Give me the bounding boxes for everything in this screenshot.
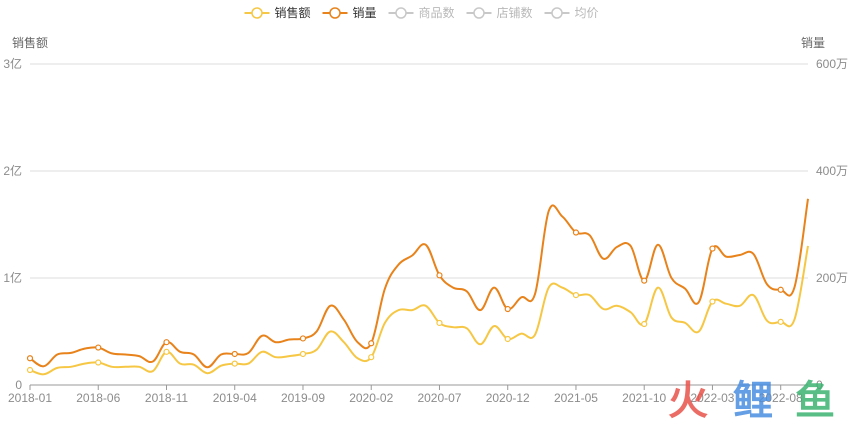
data-point xyxy=(777,318,784,325)
legend-label: 商品数 xyxy=(419,5,455,20)
data-point xyxy=(436,272,443,279)
y-left-tick-label: 3亿 xyxy=(3,56,22,71)
data-point xyxy=(26,355,34,362)
x-tick-label: 2020-12 xyxy=(486,391,530,405)
legend-circle-icon xyxy=(395,7,407,19)
y-right-tick-label: 600万 xyxy=(816,57,848,71)
legend-circle-icon xyxy=(473,7,485,19)
x-tick-label: 2022-03 xyxy=(690,391,734,405)
y-axis-right: 0 200万 400万 600万 xyxy=(816,57,848,392)
x-tick-label: 2020-02 xyxy=(349,391,393,405)
series-group xyxy=(26,198,809,376)
legend-item[interactable]: 销售额 xyxy=(244,5,311,20)
legend-item[interactable]: 商品数 xyxy=(388,5,455,20)
data-point xyxy=(641,277,648,284)
series-line xyxy=(29,198,809,369)
data-point xyxy=(436,319,443,327)
legend-circle-icon xyxy=(329,7,341,19)
y-left-tick-label: 0 xyxy=(15,378,22,392)
y-right-tick-label: 400万 xyxy=(816,164,848,178)
x-tick-label: 2019-09 xyxy=(281,391,325,405)
data-point xyxy=(163,348,170,355)
watermark-glyph: 鱼 xyxy=(795,378,835,423)
x-axis: 2018-01 2018-06 2018-11 2019-04 2019-09 2020-… xyxy=(8,384,808,405)
data-point xyxy=(368,340,375,347)
y-right-tick-label: 0 xyxy=(816,378,823,392)
x-tick-label: 2021-05 xyxy=(554,391,598,405)
legend-label: 均价 xyxy=(575,6,599,20)
legend-label: 店铺数 xyxy=(497,5,533,20)
data-point xyxy=(231,360,238,367)
data-point xyxy=(95,344,102,351)
legend-item[interactable]: 均价 xyxy=(544,6,599,20)
data-point xyxy=(709,245,716,252)
y-axis-right-name: 销量 xyxy=(801,36,825,50)
legend-label: 销量 xyxy=(353,6,377,20)
watermark-glyph: 火 xyxy=(668,378,708,423)
y-left-tick-label: 1亿 xyxy=(3,270,22,285)
data-point xyxy=(641,320,648,328)
watermark: 火鲤鱼 xyxy=(668,378,835,423)
legend-circle-icon xyxy=(551,7,563,19)
x-tick-label: 2019-04 xyxy=(213,391,257,405)
y-left-tick-label: 2亿 xyxy=(3,163,22,178)
data-point xyxy=(299,350,307,358)
y-axis-left: 0 1亿 2亿 3亿 xyxy=(3,56,22,392)
legend-circle-icon xyxy=(251,7,263,19)
y-axis-left-name: 销售额 xyxy=(12,35,48,50)
data-point xyxy=(504,305,511,313)
data-point xyxy=(504,335,511,343)
legend: 销售额 销量 商品数 店铺数 均价 xyxy=(244,5,599,20)
y-right-tick-label: 200万 xyxy=(816,271,848,285)
watermark-glyph: 鲤 xyxy=(733,378,773,423)
data-point xyxy=(26,366,34,374)
data-point xyxy=(368,354,375,361)
x-tick-label: 2020-07 xyxy=(417,391,461,405)
x-tick-label: 2018-11 xyxy=(145,391,188,405)
series-2 xyxy=(26,198,809,369)
data-point xyxy=(299,335,307,342)
data-point xyxy=(231,350,238,358)
series-line xyxy=(29,245,809,376)
axis-names: 销售额 销量 xyxy=(12,35,825,50)
series-1 xyxy=(26,245,809,376)
data-point xyxy=(709,298,716,305)
x-tick-label: 2021-10 xyxy=(622,391,666,405)
legend-label: 销售额 xyxy=(275,5,311,20)
legend-item[interactable]: 店铺数 xyxy=(466,5,533,20)
x-tick-label: 2018-01 xyxy=(8,391,52,405)
data-point xyxy=(777,286,784,293)
data-point xyxy=(163,339,170,346)
data-point xyxy=(572,229,580,236)
legend-item[interactable]: 销量 xyxy=(322,6,377,20)
x-tick-label: 2022-08 xyxy=(759,391,803,405)
x-tick-label: 2018-06 xyxy=(76,391,120,405)
grid-lines xyxy=(30,63,808,279)
data-point xyxy=(572,292,580,299)
data-point xyxy=(95,359,102,366)
